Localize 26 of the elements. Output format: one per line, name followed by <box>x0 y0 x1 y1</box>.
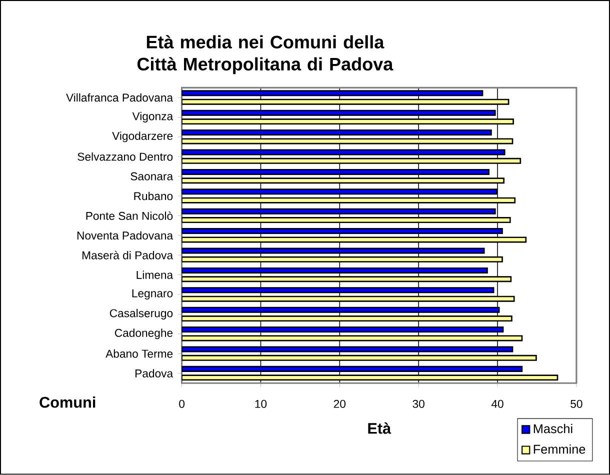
y-tick-label: Legnaro <box>132 290 173 300</box>
y-tick-label: Cadoneghe <box>114 328 173 340</box>
x-axis-title: Età <box>368 422 392 434</box>
x-tick-label: 10 <box>255 400 267 408</box>
y-tick-label: Saonara <box>130 172 174 180</box>
y-tick-label: Casalserugo <box>110 308 173 320</box>
legend-label: Femmine <box>534 444 586 454</box>
x-tick-label: 40 <box>491 400 504 408</box>
y-tick-label: Limena <box>136 270 174 280</box>
legend-label: Maschi <box>534 424 572 434</box>
y-tick-label: Padova <box>136 369 174 378</box>
x-tick-label: 0 <box>179 400 185 408</box>
y-tick-label: Vigonza <box>132 112 174 123</box>
y-tick-label: Maserà di Padova <box>82 250 174 260</box>
y-tick-label: Ponte San Nicolò <box>86 212 173 220</box>
x-tick-label: 50 <box>570 400 582 408</box>
y-tick-label: Rubano <box>134 192 173 200</box>
y-tick-label: Abano Terme <box>106 350 173 358</box>
x-tick-label: 30 <box>412 400 424 408</box>
y-tick-label: Selvazzano Dentro <box>78 152 173 161</box>
x-tick-label: 20 <box>334 400 346 408</box>
y-tick-label: Villafranca Padovana <box>66 93 174 102</box>
y-tick-label: Vigodarzere <box>112 132 173 142</box>
y-tick-label: Noventa Padovana <box>77 231 174 240</box>
y-axis-title: Comuni <box>40 396 96 408</box>
chart-title: Età media nei Comuni della Città Metropolitana di Padova <box>137 35 394 74</box>
